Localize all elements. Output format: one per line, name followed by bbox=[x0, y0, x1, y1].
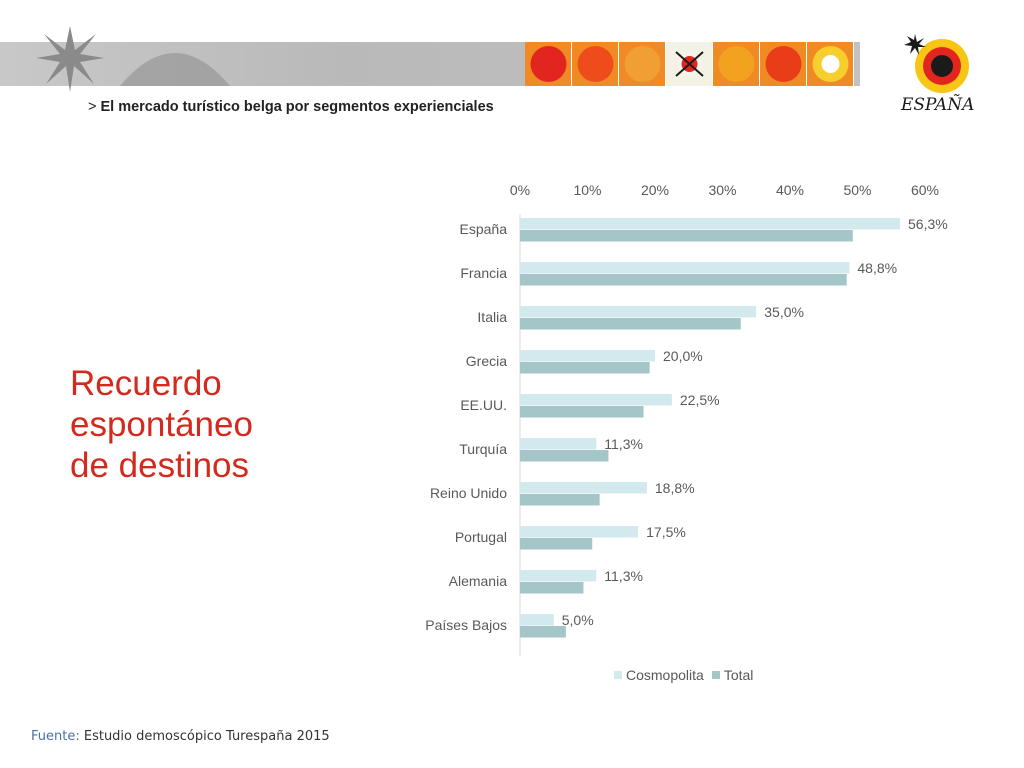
bar-total bbox=[520, 274, 847, 286]
breadcrumb: > El mercado turístico belga por segmento… bbox=[88, 99, 494, 115]
bar-cosmopolita bbox=[520, 394, 672, 406]
bar-cosmopolita bbox=[520, 482, 647, 494]
slide-title-line-2: espontáneo bbox=[70, 405, 253, 444]
sun-star-icon bbox=[36, 26, 104, 92]
bar-total bbox=[520, 538, 593, 550]
svg-text:ESPAÑA: ESPAÑA bbox=[900, 94, 974, 115]
bar-cosmopolita bbox=[520, 438, 597, 450]
category-label: EE.UU. bbox=[460, 397, 507, 413]
category-label: España bbox=[460, 221, 508, 237]
bar-cosmopolita bbox=[520, 262, 850, 274]
category-label: Italia bbox=[477, 309, 507, 325]
espana-logo: ESPAÑA bbox=[900, 34, 974, 115]
breadcrumb-text: El mercado turístico belga por segmentos… bbox=[100, 99, 494, 115]
chart-legend: Cosmopolita Total bbox=[614, 667, 761, 683]
legend-swatch-total bbox=[711, 671, 720, 679]
data-label: 20,0% bbox=[663, 348, 703, 364]
slide-title: Recuerdo espontáneo de destinos bbox=[70, 363, 370, 486]
source-footer: Fuente: Estudio demoscópico Turespaña 20… bbox=[31, 729, 330, 744]
category-label: Países Bajos bbox=[425, 617, 507, 633]
bar-cosmopolita bbox=[520, 306, 757, 318]
pattern-tile bbox=[572, 42, 619, 86]
decorative-arc-icon bbox=[120, 53, 230, 86]
legend-label-total: Total bbox=[723, 667, 754, 683]
category-label: Francia bbox=[460, 265, 507, 281]
bar-total bbox=[520, 318, 741, 330]
x-tick-label: 60% bbox=[911, 182, 939, 198]
pattern-tile bbox=[760, 42, 807, 86]
category-label: Alemania bbox=[449, 573, 508, 589]
bar-cosmopolita bbox=[520, 350, 655, 362]
pattern-tiles bbox=[525, 42, 854, 86]
bar-cosmopolita bbox=[520, 614, 554, 626]
x-tick-label: 20% bbox=[641, 182, 669, 198]
category-label: Turquía bbox=[459, 441, 507, 457]
pattern-tile bbox=[807, 42, 854, 86]
data-label: 18,8% bbox=[655, 480, 695, 496]
slide-title-line-1: Recuerdo bbox=[70, 364, 222, 403]
data-label: 56,3% bbox=[908, 216, 948, 232]
x-tick-label: 40% bbox=[776, 182, 804, 198]
category-label: Reino Unido bbox=[430, 485, 507, 501]
bar-total bbox=[520, 582, 584, 594]
bar-total bbox=[520, 494, 600, 506]
data-label: 11,3% bbox=[604, 568, 643, 584]
x-tick-label: 0% bbox=[510, 182, 530, 198]
bar-cosmopolita bbox=[520, 526, 639, 538]
legend-label-cosmopolita: Cosmopolita bbox=[626, 667, 704, 683]
data-label: 17,5% bbox=[646, 524, 686, 540]
pattern-tile bbox=[525, 42, 572, 86]
data-label: 5,0% bbox=[562, 612, 594, 628]
bar-total bbox=[520, 450, 609, 462]
bar-cosmopolita bbox=[520, 570, 597, 582]
breadcrumb-arrow: > bbox=[88, 99, 97, 115]
pattern-tile bbox=[713, 42, 760, 86]
legend-swatch-cosmopolita bbox=[614, 671, 622, 679]
legend-item-cosmopolita: Cosmopolita bbox=[614, 667, 704, 683]
source-label: Fuente: bbox=[31, 729, 80, 744]
bar-cosmopolita bbox=[520, 218, 901, 230]
bar-total bbox=[520, 230, 853, 242]
bar-total bbox=[520, 362, 650, 374]
pattern-tile bbox=[666, 42, 713, 86]
slide-title-line-3: de destinos bbox=[70, 446, 250, 485]
x-tick-label: 10% bbox=[573, 182, 601, 198]
legend-item-total: Total bbox=[711, 667, 754, 683]
pattern-tile bbox=[619, 42, 666, 86]
data-label: 11,3% bbox=[604, 436, 643, 452]
data-label: 22,5% bbox=[680, 392, 720, 408]
bar-total bbox=[520, 406, 644, 418]
category-label: Portugal bbox=[455, 529, 507, 545]
bar-total bbox=[520, 626, 566, 638]
source-value: Estudio demoscópico Turespaña 2015 bbox=[83, 729, 330, 744]
data-label: 35,0% bbox=[764, 304, 804, 320]
x-tick-label: 50% bbox=[843, 182, 871, 198]
data-label: 48,8% bbox=[857, 260, 897, 276]
x-tick-label: 30% bbox=[708, 182, 736, 198]
category-label: Grecia bbox=[466, 353, 507, 369]
